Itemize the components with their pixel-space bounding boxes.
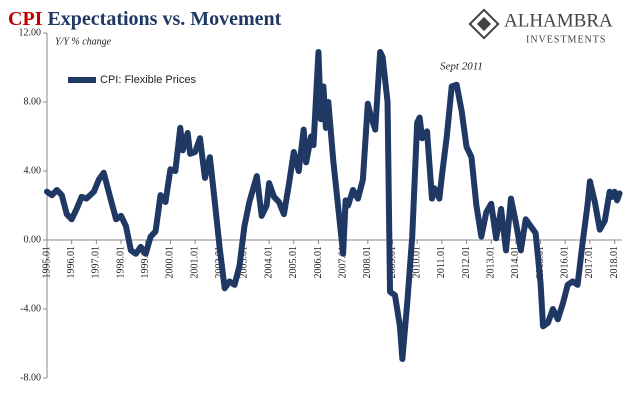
x-tick-label: 2016.01 — [560, 246, 571, 279]
x-tick-label: 1998.01 — [115, 246, 126, 279]
x-tick-label: 2014.01 — [510, 246, 521, 279]
y-tick-label: 4.00 — [24, 165, 42, 176]
chart-title: CPI Expectations vs. Movement — [8, 8, 282, 30]
x-tick-label: 2005.01 — [288, 246, 299, 279]
x-tick-label: 1996.01 — [66, 246, 77, 279]
x-tick-label: 2007.01 — [337, 246, 348, 279]
x-tick-label: 2011.01 — [436, 246, 447, 278]
y-tick-label: 12.00 — [19, 27, 42, 38]
logo: ALHAMBRA INVESTMENTS — [468, 8, 613, 45]
brand: ALHAMBRA — [504, 10, 613, 31]
logo-diamond-inner — [476, 16, 492, 32]
logo-diamond — [468, 8, 500, 40]
x-tick-label: 1997.01 — [91, 246, 102, 279]
x-tick-label: 2000.01 — [165, 246, 176, 279]
x-tick-label: 2003.01 — [239, 246, 250, 279]
y-tick-label: -4.00 — [20, 303, 41, 314]
annotation: Sept 2011 — [440, 61, 483, 73]
brand-sub: INVESTMENTS — [526, 34, 606, 45]
y-tick-label: 8.00 — [24, 96, 42, 107]
x-tick-label: 1995.01 — [41, 246, 52, 279]
title-rest: Expectations vs. Movement — [47, 8, 281, 30]
x-tick-label: 2008.01 — [362, 246, 373, 279]
legend-label: CPI: Flexible Prices — [100, 74, 196, 86]
x-tick-label: 1999.01 — [140, 246, 151, 279]
x-tick-label: 2006.01 — [313, 246, 324, 279]
y-tick-label: -8.00 — [20, 372, 41, 383]
y-tick-label: 0.00 — [24, 234, 42, 245]
x-tick-label: 2018.01 — [609, 246, 620, 279]
series-line — [44, 48, 623, 363]
x-tick-label: 2004.01 — [263, 246, 274, 279]
title-highlight: CPI — [8, 8, 43, 30]
x-tick-label: 2013.01 — [486, 246, 497, 279]
x-tick-label: 2017.01 — [584, 246, 595, 279]
x-tick-label: 2001.01 — [189, 246, 200, 279]
x-tick-label: 2010.01 — [411, 246, 422, 279]
x-tick-label: 2012.01 — [461, 246, 472, 279]
y-axis-label: Y/Y % change — [55, 36, 112, 47]
